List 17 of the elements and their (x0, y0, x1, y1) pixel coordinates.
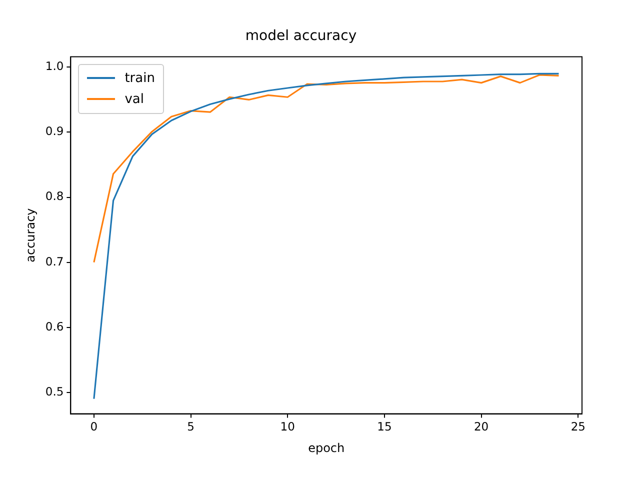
chart-title: model accuracy (245, 28, 357, 44)
y-tick-label: 0.6 (45, 319, 64, 334)
x-tick-label: 25 (570, 420, 586, 434)
x-axis-title: epoch (308, 440, 345, 455)
legend-label: val (124, 92, 144, 107)
x-tick-label: 20 (474, 420, 489, 434)
x-tick-label: 0 (90, 420, 98, 434)
x-tick-label: 5 (187, 420, 194, 434)
y-axis-title: accuracy (23, 208, 38, 262)
x-tick-label: 15 (377, 420, 392, 434)
y-tick-label: 0.5 (45, 384, 64, 398)
legend-label: train (124, 70, 155, 86)
x-tick-label: 10 (280, 420, 295, 434)
y-tick-label: 0.8 (45, 189, 64, 204)
y-tick-label: 1.0 (45, 59, 64, 74)
y-tick-label: 0.9 (45, 124, 64, 138)
y-tick-label: 0.7 (45, 254, 64, 268)
